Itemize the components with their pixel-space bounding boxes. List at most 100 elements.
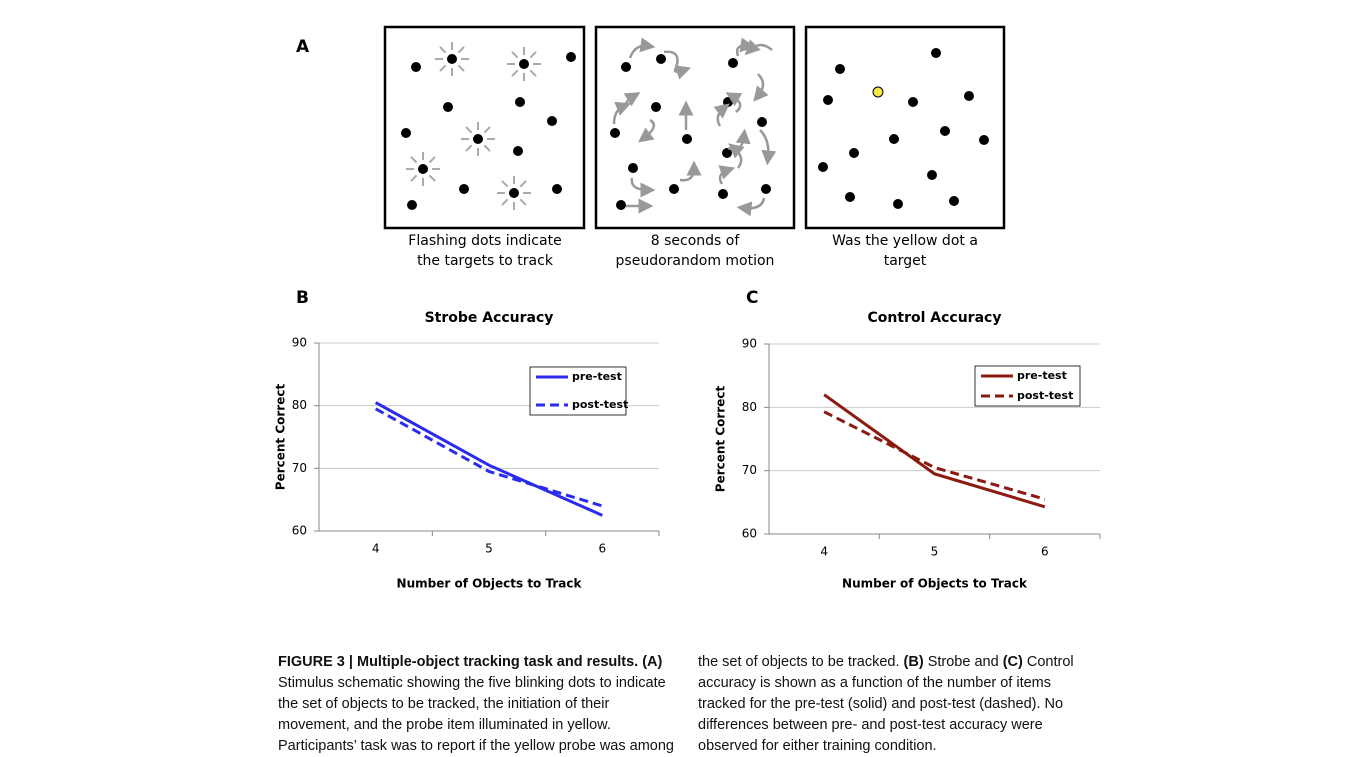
y-axis-label: Percent Correct [274, 384, 288, 491]
motion-arrow [735, 37, 756, 57]
x-axis-label: Number of Objects to Track [842, 577, 1028, 591]
dot [447, 54, 457, 64]
dot [519, 59, 529, 69]
flash-ray [483, 126, 491, 134]
dot [845, 192, 855, 202]
y-tick-label: 90 [742, 337, 757, 351]
dot [669, 184, 679, 194]
flash-ray [410, 156, 418, 164]
dot [835, 64, 845, 74]
x-tick-label: 5 [485, 542, 493, 556]
stimulus-caption: pseudorandom motion [616, 253, 775, 269]
y-tick-label: 90 [292, 336, 307, 350]
flash-ray [428, 174, 436, 182]
dot [651, 102, 661, 112]
dot [411, 62, 421, 72]
flash-ray [439, 46, 447, 54]
dot [927, 170, 937, 180]
legend-box [529, 366, 627, 416]
dot [949, 196, 959, 206]
y-axis-label: Percent Correct [714, 386, 728, 493]
figure-caption: FIGURE 3 | Multiple-object tracking task… [278, 652, 1100, 757]
y-tick-label: 80 [292, 398, 307, 412]
series-line [823, 393, 1046, 509]
dot [818, 162, 828, 172]
dot [682, 134, 692, 144]
stimulus-box [383, 25, 586, 230]
stimulus-caption: target [884, 253, 927, 269]
legend-label: post-test [1017, 389, 1073, 402]
dot [418, 164, 428, 174]
dot [473, 134, 483, 144]
dot [728, 58, 738, 68]
stimulus-caption: the targets to track [417, 253, 554, 269]
y-tick-label: 70 [742, 463, 757, 477]
motion-arrow [727, 128, 751, 151]
dot [889, 134, 899, 144]
caption-title: FIGURE 3 | Multiple-object tracking task… [278, 654, 639, 670]
dot [931, 48, 941, 58]
dot [940, 126, 950, 136]
dot [823, 95, 833, 105]
figure: A Flashing dots indicate the targets to t… [274, 25, 1101, 591]
panel-label: A [296, 37, 310, 57]
dot [566, 52, 576, 62]
page: {"panel_a": {"label": "A", "captions": [… [273, 25, 1101, 754]
motion-arrow [628, 37, 656, 59]
flash-ray [465, 126, 473, 134]
x-tick-label: 4 [820, 545, 828, 559]
dot [443, 102, 453, 112]
chart-title: Strobe Accuracy [425, 310, 554, 326]
y-tick-label: 70 [292, 461, 307, 475]
dot [718, 189, 728, 199]
motion-arrow [713, 103, 730, 127]
flash-ray [529, 51, 537, 59]
y-tick-label: 80 [742, 400, 757, 414]
flash-ray [511, 51, 519, 59]
flash-ray [457, 64, 465, 72]
dot [610, 128, 620, 138]
dot [757, 117, 767, 127]
panel-label: C [746, 288, 758, 308]
series-line [374, 407, 603, 508]
dot [761, 184, 771, 194]
motion-arrow [725, 92, 743, 113]
series-line [374, 401, 603, 517]
motion-arrow [736, 197, 766, 217]
dot [552, 184, 562, 194]
x-tick-label: 5 [931, 545, 939, 559]
dot [849, 148, 859, 158]
caption-text: Strobe and [923, 654, 1003, 670]
motion-arrow [753, 73, 769, 102]
probe-dot [872, 86, 884, 98]
series-line [823, 410, 1046, 501]
legend-label: post-test [572, 398, 628, 411]
dot [628, 163, 638, 173]
dot [407, 200, 417, 210]
flash-ray [519, 198, 527, 206]
motion-arrow [718, 165, 736, 185]
dot [964, 91, 974, 101]
flash-ray [511, 69, 519, 77]
flash-ray [501, 198, 509, 206]
caption-ref: (A) [642, 654, 663, 670]
chart-title: Control Accuracy [868, 310, 1002, 326]
flash-ray [457, 46, 465, 54]
dot [616, 200, 626, 210]
motion-arrow [679, 160, 702, 182]
motion-arrow [759, 129, 777, 166]
flash-ray [465, 144, 473, 152]
motion-arrow [612, 101, 631, 125]
x-tick-label: 6 [599, 542, 607, 556]
stimulus-caption: Flashing dots indicate [408, 233, 561, 249]
panel-label: B [296, 288, 309, 308]
dot [723, 97, 733, 107]
legend-label: pre-test [572, 370, 622, 383]
flash-ray [410, 174, 418, 182]
motion-arrow [622, 92, 641, 111]
flash-ray [428, 156, 436, 164]
dot [656, 54, 666, 64]
x-axis-label: Number of Objects to Track [397, 577, 583, 591]
motion-arrow [663, 50, 692, 80]
x-tick-label: 4 [372, 542, 380, 556]
